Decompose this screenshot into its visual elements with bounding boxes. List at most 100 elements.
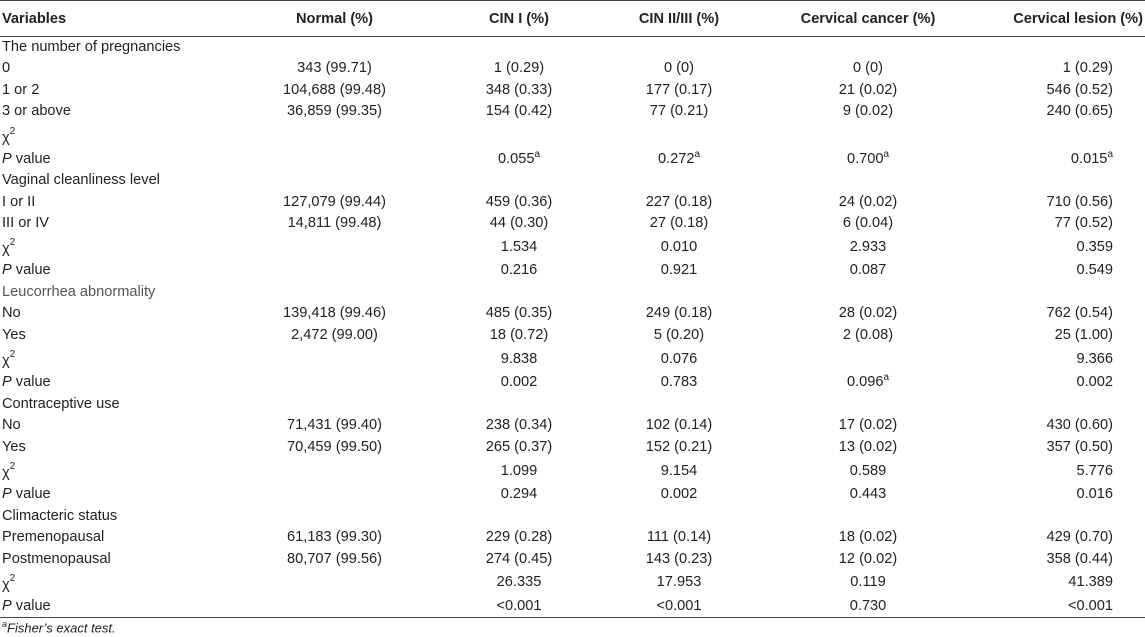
chi-square-label: χ2 (0, 570, 232, 596)
table-cell: 357 (0.50) (1046, 438, 1113, 455)
table-row: I or II 127,079 (99.44) 459 (0.36) 227 (0.1… (0, 191, 1145, 213)
p-value-row: P value 0.055a 0.272a 0.700a 0.015a (0, 148, 1145, 170)
row-label: 0 (2, 60, 11, 77)
p-value: 0.730 (849, 597, 887, 614)
section-title: Vaginal cleanliness level (2, 172, 160, 189)
fisher-mark: a (1107, 148, 1113, 160)
table-cell: 358 (0.44) (1046, 550, 1113, 567)
table-cell: 17 (0.02) (838, 417, 898, 434)
p-letter: P (2, 150, 12, 167)
p-word: value (11, 262, 51, 279)
table-cell: 0 (0) (663, 60, 694, 77)
table-cell: 77 (0.21) (649, 103, 709, 120)
p-word: value (11, 150, 51, 167)
p-value: 0.002 (660, 486, 698, 503)
table-cell: 5 (0.20) (653, 326, 705, 343)
chi-superscript: 2 (9, 349, 16, 361)
fisher-mark: a (694, 148, 701, 160)
p-value-cell: 0.783 (601, 372, 757, 394)
row-label: Postmenopausal (2, 550, 111, 567)
row-label: Premenopausal (2, 529, 105, 546)
chi-superscript: 2 (9, 461, 16, 473)
chi-square-value: 41.389 (1068, 574, 1113, 591)
p-value: 0.087 (849, 262, 887, 279)
table-cell: 61,183 (99.30) (287, 529, 382, 546)
p-value-cell: 0.096a (757, 372, 979, 394)
chi-square-value (232, 458, 437, 484)
table-cell: 348 (0.33) (485, 81, 553, 98)
table-cell: 154 (0.42) (485, 103, 553, 120)
table-row: Yes 70,459 (99.50) 265 (0.37) 152 (0.21) 13 … (0, 437, 1145, 459)
table-cell: 70,459 (99.50) (287, 438, 382, 455)
chi-square-value: 9.154 (660, 462, 698, 479)
table-cell: 13 (0.02) (838, 438, 898, 455)
p-value-label: P value (0, 260, 232, 282)
table-cell: 227 (0.18) (645, 193, 713, 210)
p-value: 0.443 (849, 486, 887, 503)
p-value-cell: 0.015a (979, 148, 1145, 170)
p-value: 0.272 (657, 150, 695, 167)
table-body: The number of pregnancies 0 343 (99.71) 1 (… (0, 37, 1145, 618)
p-letter: P (2, 374, 12, 391)
footnote-mark: a (2, 619, 8, 629)
p-value: 0.002 (500, 374, 538, 391)
p-value-cell: 0.055a (437, 148, 601, 170)
footnote-text: Fisher’s exact test. (7, 620, 116, 636)
p-word: value (11, 374, 51, 391)
p-value-cell: <0.001 (979, 595, 1145, 618)
p-value: 0.921 (660, 262, 698, 279)
table-cell: 429 (0.70) (1046, 529, 1113, 546)
chi-square-value: 1.099 (500, 462, 538, 479)
table-cell: 24 (0.02) (838, 193, 898, 210)
p-value: 0.055 (497, 150, 535, 167)
p-value-cell: 0.700a (757, 148, 979, 170)
section-title: Leucorrhea abnormality (2, 283, 156, 300)
p-value-cell: 0.002 (437, 372, 601, 394)
footnote: aFisher’s exact test. (2, 619, 116, 635)
p-value: 0.783 (660, 374, 698, 391)
table-row: 0 343 (99.71) 1 (0.29) 0 (0) 0 (0) 1 (0.29) (0, 58, 1145, 80)
section-row: Vaginal cleanliness level (0, 170, 1145, 192)
header-normal: Normal (%) (232, 0, 437, 37)
table-cell: 546 (0.52) (1046, 81, 1113, 98)
chi-superscript: 2 (9, 125, 16, 137)
p-value-cell: 0.002 (979, 372, 1145, 394)
chi-square-row: χ2 1.099 9.154 0.589 5.776 (0, 458, 1145, 484)
table-cell: 229 (0.28) (485, 529, 553, 546)
table-row: 3 or above 36,859 (99.35) 154 (0.42) 77 (0.… (0, 101, 1145, 123)
p-value-cell (232, 148, 437, 170)
p-value-cell: <0.001 (437, 595, 601, 618)
p-value-cell (232, 595, 437, 618)
table-cell: 104,688 (99.48) (282, 81, 387, 98)
p-value-cell: 0.443 (757, 484, 979, 506)
table-cell: 77 (0.52) (1054, 215, 1113, 232)
p-value-label: P value (0, 372, 232, 394)
chi-square-value (232, 123, 437, 149)
p-value: 0.700 (846, 150, 884, 167)
chi-square-value: 0.010 (660, 238, 698, 255)
section-row: Leucorrhea abnormality (0, 282, 1145, 304)
table-cell: 249 (0.18) (645, 305, 713, 322)
p-value-cell: 0.549 (979, 260, 1145, 282)
table-cell: 102 (0.14) (645, 417, 713, 434)
p-letter: P (2, 262, 12, 279)
table-cell: 14,811 (99.48) (287, 215, 382, 232)
table-cell: 459 (0.36) (485, 193, 553, 210)
table-cell: 177 (0.17) (645, 81, 713, 98)
row-label: No (2, 305, 21, 322)
row-label: 3 or above (2, 103, 71, 120)
p-value-cell (232, 484, 437, 506)
p-value-cell: 0.294 (437, 484, 601, 506)
header-cervical-lesion: Cervical lesion (%) (979, 0, 1145, 37)
table-cell: 127,079 (99.44) (282, 193, 387, 210)
chi-square-value: 9.838 (500, 350, 538, 367)
header-cin23: CIN II/III (%) (601, 0, 757, 37)
p-value: 0.016 (1076, 486, 1113, 503)
table-cell: 0 (0) (852, 60, 883, 77)
table-cell: 143 (0.23) (645, 550, 713, 567)
results-table: Variables Normal (%) CIN I (%) CIN II/II… (0, 0, 1145, 618)
section-title: Climacteric status (2, 507, 118, 524)
fisher-mark: a (883, 372, 890, 384)
chi-square-value (437, 123, 601, 149)
p-value-cell: 0.216 (437, 260, 601, 282)
